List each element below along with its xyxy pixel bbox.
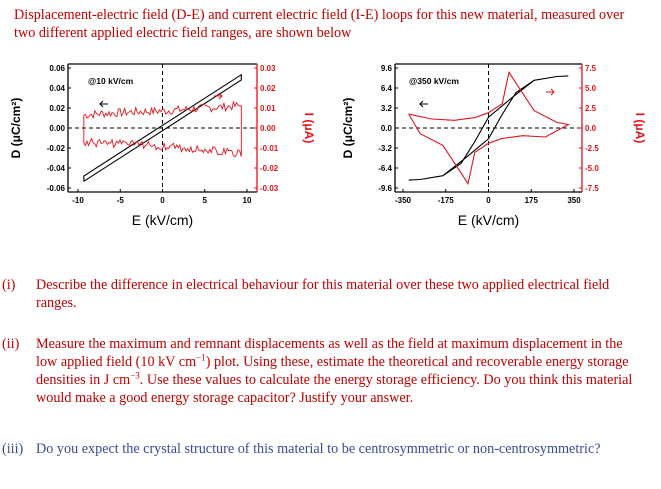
question-1: (i) Describe the difference in electrica… (2, 276, 636, 312)
chart-2-i-loop (408, 70, 570, 186)
question-2-exponent-1: −1 (196, 352, 206, 363)
chart-1-ytick-right-label: 0.02 (260, 84, 276, 93)
chart-2-xtick-label: 175 (525, 196, 539, 205)
chart-1-ytick-left-label: 0.04 (49, 84, 65, 93)
chart-1-xtick-label: -5 (117, 196, 125, 205)
chart-2-ytick-right-label: 2.5 (585, 104, 597, 113)
chart-2-ytick-left-label: 0.0 (381, 124, 393, 133)
chart-2-arrow-left-icon (419, 100, 428, 108)
question-2: (ii) Measure the maximum and remnant dis… (2, 335, 636, 407)
chart-2-ytick-left-label: -6.4 (378, 164, 392, 173)
chart-2-ytick-right-label: 7.5 (585, 64, 597, 73)
chart-1-arrow-left-icon (99, 100, 108, 108)
chart-1-ytick-right-label: 0.00 (260, 124, 276, 133)
question-3-text: Do you expect the crystal structure of t… (36, 441, 601, 457)
chart-2-xtick-label: -350 (395, 196, 412, 205)
chart-1-ytick-right-label: 0.03 (260, 64, 276, 73)
chart-1-ytick-right-label: 0.01 (260, 104, 276, 113)
chart-2-ylabel-right: I (μA) (633, 113, 647, 144)
chart-2-xlabel: E (kV/cm) (458, 212, 519, 228)
chart-2-xtick-label: -175 (438, 196, 455, 205)
chart-2-ytick-right-label: 5.0 (585, 84, 597, 93)
chart-2-ytick-right-label: -2.5 (585, 144, 599, 153)
problem-intro: Displacement-electric field (D-E) and cu… (14, 7, 625, 41)
chart-2-ytick-left-label: 6.4 (381, 84, 393, 93)
question-1-number: (i) (2, 277, 16, 293)
question-1-text: Describe the difference in electrical be… (36, 277, 610, 311)
chart-2-arrow-right-icon (546, 88, 555, 96)
chart-1-ytick-left-label: 0.06 (49, 64, 65, 73)
chart-1-ytick-left-label: -0.02 (47, 144, 66, 153)
chart-1-ylabel-left: D (μC/cm²) (9, 98, 23, 159)
question-2-text-b: ) plot. Using these, estimate the theore… (36, 354, 629, 388)
chart-2-ytick-right-label: 0.0 (585, 124, 597, 133)
chart-1-xlabel: E (kV/cm) (132, 212, 193, 228)
chart-1-ytick-right-label: -0.03 (260, 184, 279, 193)
chart-1-ytick-left-label: 0.02 (49, 104, 65, 113)
chart-1-ytick-right-label: -0.02 (260, 164, 279, 173)
chart-2-xtick-label: 0 (486, 196, 491, 205)
chart-2-ytick-left-label: -3.2 (378, 144, 392, 153)
chart-1-annotation: @10 kV/cm (88, 76, 134, 86)
chart-2-ytick-left-label: 9.6 (381, 64, 393, 73)
chart-1-xtick-label: 10 (243, 196, 252, 205)
chart-1-arrow-right-icon (214, 92, 223, 100)
question-3: (iii) Do you expect the crystal structur… (2, 440, 636, 458)
chart-1-ytick-right-label: -0.01 (260, 144, 279, 153)
question-2-text-a: Measure the maximum and remnant displace… (36, 336, 623, 370)
figure-panels: 0.060.040.020.00-0.02-0.04-0.060.030.020… (9, 63, 647, 228)
chart-2-annotation: @350 kV/cm (409, 76, 459, 86)
question-2-text-c: . Use these values to calculate the ener… (36, 372, 633, 406)
chart-1-ytick-left-label: 0.00 (49, 124, 65, 133)
chart-2-ytick-left-label: -9.6 (378, 184, 392, 193)
chart-1-xtick-label: -10 (72, 196, 84, 205)
question-2-exponent-2: −3 (130, 370, 140, 381)
chart-2-ytick-left-label: 3.2 (381, 104, 393, 113)
chart-1-ytick-left-label: -0.04 (47, 164, 66, 173)
chart-2-d-loop (408, 75, 569, 181)
question-2-number: (ii) (2, 336, 20, 352)
chart-1-xtick-label: 0 (160, 196, 165, 205)
question-3-number: (iii) (2, 441, 24, 457)
chart-1-i-loop (83, 100, 242, 158)
chart-2-ylabel-left: D (μC/cm²) (341, 98, 355, 159)
chart-1-ytick-left-label: -0.06 (47, 184, 66, 193)
chart-2-ytick-right-label: -5.0 (585, 164, 599, 173)
chart-1-ylabel-right: I (μA) (302, 113, 316, 144)
chart-1-d-loop (83, 73, 242, 182)
chart-1-xtick-label: 5 (203, 196, 208, 205)
chart-2-ytick-right-label: -7.5 (585, 184, 599, 193)
chart-2-xtick-label: 350 (567, 196, 581, 205)
